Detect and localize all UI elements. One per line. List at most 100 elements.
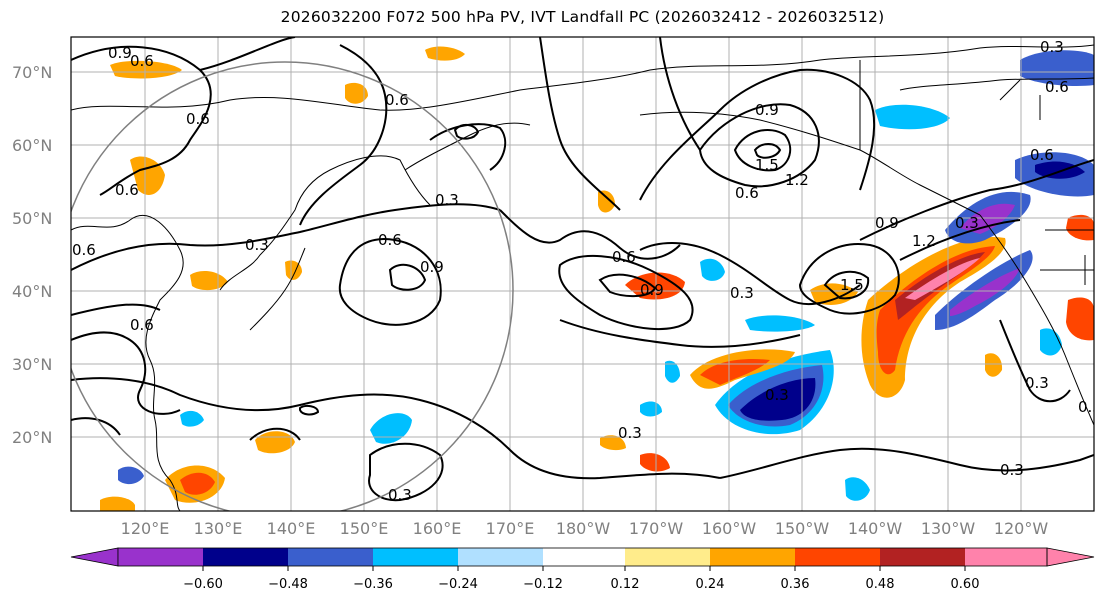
colorbar-cell xyxy=(543,548,625,566)
contour-label: 0.3 xyxy=(765,386,789,404)
colorbar-tick-label: −0.36 xyxy=(353,577,393,592)
contour-label: 0.3 xyxy=(1025,374,1049,392)
lat-label: 70°N xyxy=(12,63,52,82)
colorbar-cell xyxy=(288,548,373,566)
colorbar-tick-label: 0.36 xyxy=(781,577,810,592)
positive-wp-core xyxy=(180,472,215,495)
lon-label: 120°E xyxy=(121,519,170,538)
lat-label: 60°N xyxy=(12,136,52,155)
positive-small-6 xyxy=(345,82,368,104)
contour-label: 0.6 xyxy=(378,231,402,249)
colorbar-tick-label: −0.24 xyxy=(438,577,478,592)
contour-label: 0.9 xyxy=(755,101,779,119)
lat-label: 50°N xyxy=(12,209,52,228)
lat-label: 40°N xyxy=(12,282,52,301)
positive-small-11 xyxy=(1066,214,1094,241)
colorbar-tick-label: −0.60 xyxy=(183,577,223,592)
graticule xyxy=(71,37,1094,511)
negative-gulf-core xyxy=(1035,161,1085,179)
negative-small-2 xyxy=(180,410,204,427)
lon-label: 160°E xyxy=(413,519,462,538)
colorbar-cell xyxy=(203,548,288,566)
negative-small-7 xyxy=(745,315,815,332)
lon-label: 130°E xyxy=(194,519,243,538)
positive-small-12 xyxy=(100,496,135,511)
positive-small-9 xyxy=(985,353,1003,377)
negative-small-11 xyxy=(665,360,680,383)
colorbar-tick-label: 0.48 xyxy=(866,577,895,592)
contour-label: 0.6 xyxy=(612,248,636,266)
contour-label: 0.6 xyxy=(115,181,139,199)
negative-central-core xyxy=(740,378,816,421)
pv-contours xyxy=(71,37,1094,502)
contour-label: 0.3 xyxy=(618,424,642,442)
contour-label-group: 0.9 0.6 0.6 0.6 0.6 0.3 0.3 0.6 0.9 0.6 … xyxy=(72,38,1102,504)
contour-label: 0.3 xyxy=(388,486,412,504)
contour-label: 0.9 xyxy=(875,214,899,232)
positive-small-5 xyxy=(425,46,465,61)
lat-label: 30°N xyxy=(12,355,52,374)
colorbar-tick-label: 0.12 xyxy=(611,577,640,592)
lon-label: 130°W xyxy=(921,519,976,538)
positive-small-4 xyxy=(110,60,182,79)
longitude-labels: 120°E 130°E 140°E 150°E 160°E 170°E 180°… xyxy=(121,519,1049,538)
negative-small-4 xyxy=(875,104,950,130)
negative-small-1 xyxy=(370,413,412,444)
contour-label: 0.9 xyxy=(108,44,132,62)
colorbar-cell xyxy=(1046,547,1095,567)
colorbar-cell xyxy=(70,547,119,567)
contour-label: 1.5 xyxy=(755,156,779,174)
contour-label: 0.3 xyxy=(730,284,754,302)
contour-label: 0.6 xyxy=(735,184,759,202)
positive-streak-max xyxy=(905,258,980,300)
colorbar-tick-label: 0.60 xyxy=(951,577,980,592)
negative-nw-core xyxy=(960,203,1015,234)
positive-streak xyxy=(861,236,1006,398)
lon-label: 170°W xyxy=(629,519,684,538)
ivt-shading xyxy=(100,46,1094,511)
contour-label: 0.9 xyxy=(420,258,444,276)
positive-central-core xyxy=(700,358,770,385)
contour-label: 0.6 xyxy=(1045,78,1069,96)
domain-circle xyxy=(71,61,514,511)
colorbar-cell xyxy=(710,548,795,566)
contour-label: 0.3 xyxy=(245,236,269,254)
contour-label: 0.9 xyxy=(640,281,664,299)
contour-label: 0.6 xyxy=(130,316,154,334)
lon-label: 150°E xyxy=(340,519,389,538)
contour-label: 0.6 xyxy=(130,52,154,70)
positive-small-8 xyxy=(640,453,670,472)
colorbar-cell xyxy=(118,548,203,566)
positive-small-10 xyxy=(1066,297,1094,341)
lon-label: 180°W xyxy=(556,519,611,538)
contour-label: 0.6 xyxy=(186,110,210,128)
coastlines xyxy=(71,44,1094,511)
contour-label: 0.3 xyxy=(1078,398,1102,416)
lon-label: 160°W xyxy=(702,519,757,538)
latitude-labels: 70°N 60°N 50°N 40°N 30°N 20°N xyxy=(12,63,52,447)
map-frame xyxy=(70,36,1095,512)
negative-small-8 xyxy=(845,477,870,501)
colorbar-cell xyxy=(625,548,710,566)
contour-label: 0.6 xyxy=(72,241,96,259)
contour-label: 0.6 xyxy=(1030,146,1054,164)
negative-small-6 xyxy=(700,258,725,281)
colorbar-frame xyxy=(117,547,1048,567)
negative-streak-east-core xyxy=(950,268,1020,316)
colorbar-tick-label: 0.24 xyxy=(696,577,725,592)
colorbar-ticks xyxy=(202,566,966,571)
positive-small-7 xyxy=(600,435,626,451)
contour-label: 1.2 xyxy=(912,232,936,250)
lat-label: 20°N xyxy=(12,428,52,447)
lon-label: 170°E xyxy=(486,519,535,538)
colorbar: −0.60 −0.48 −0.36 −0.24 −0.12 0.12 0.24 … xyxy=(70,547,1095,592)
contour-label: 0.3 xyxy=(435,191,459,209)
map-title: 2026032200 F072 500 hPa PV, IVT Landfall… xyxy=(280,8,885,26)
colorbar-cell xyxy=(880,548,965,566)
contour-label: 1.5 xyxy=(840,276,864,294)
contour-label: 0.6 xyxy=(385,91,409,109)
lon-label: 140°W xyxy=(848,519,903,538)
negative-small-3 xyxy=(118,466,144,485)
colorbar-cell xyxy=(965,548,1047,566)
